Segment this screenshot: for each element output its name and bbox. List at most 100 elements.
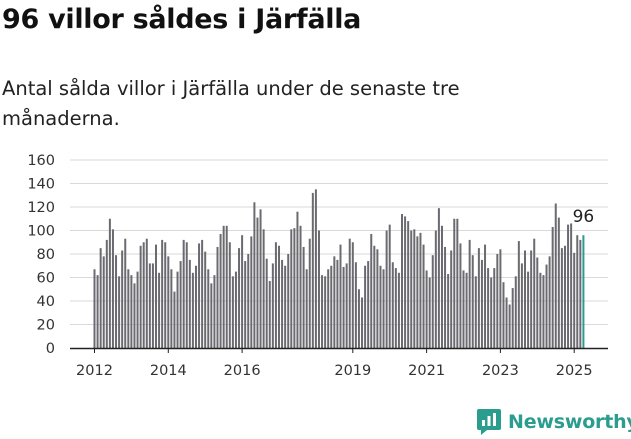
bar (563, 245, 566, 348)
bar (256, 217, 259, 348)
newsworthy-logo-text: Newsworthy (508, 411, 631, 433)
bar (508, 304, 511, 348)
bar (198, 243, 201, 348)
bar (514, 276, 517, 348)
bar (176, 271, 179, 349)
bar (238, 248, 241, 349)
bar (158, 272, 161, 348)
bar (259, 209, 262, 348)
bar (376, 249, 379, 348)
bar (487, 268, 490, 348)
bar (490, 277, 493, 348)
bar (539, 272, 542, 348)
bar (284, 265, 287, 348)
bar (308, 238, 311, 348)
bar (576, 235, 579, 348)
bar (416, 236, 419, 349)
bar (234, 271, 237, 349)
y-tick-label: 80 (37, 247, 55, 263)
bar (170, 269, 173, 348)
y-tick-label: 120 (27, 200, 55, 216)
bar (210, 283, 213, 349)
bar (434, 230, 437, 348)
bar (459, 243, 462, 348)
x-axis (70, 347, 608, 353)
bar (179, 261, 182, 348)
bar (96, 275, 99, 348)
bar (327, 269, 330, 348)
bar (265, 258, 268, 348)
bar (517, 241, 520, 348)
bar (225, 225, 228, 348)
x-tick-label: 2025 (556, 363, 593, 379)
bar (496, 254, 499, 348)
bar (554, 203, 557, 348)
bar (274, 242, 277, 348)
bar (124, 238, 127, 348)
bar-latest (582, 235, 585, 348)
bar (296, 211, 299, 348)
y-axis-labels: 0 20 40 60 80 100 120 140 160 (27, 153, 55, 357)
bar (373, 245, 376, 348)
bar (505, 297, 508, 348)
x-tick-label: 2012 (76, 363, 113, 379)
bar (388, 224, 391, 349)
bar (311, 192, 314, 348)
bar (287, 254, 290, 348)
x-tick-label: 2016 (224, 363, 261, 379)
bar (527, 271, 530, 349)
bar (241, 235, 244, 348)
bar (542, 275, 545, 348)
bar (474, 276, 477, 348)
bar (317, 230, 320, 348)
bar (185, 242, 188, 348)
bar (228, 242, 231, 348)
bar (545, 264, 548, 348)
bar (99, 248, 102, 349)
bar (213, 275, 216, 348)
bar (447, 273, 450, 348)
bar (191, 272, 194, 348)
bar (520, 263, 523, 348)
bar (133, 283, 136, 349)
bar (207, 269, 210, 348)
bar (262, 229, 265, 348)
newsworthy-logo: Newsworthy (476, 406, 631, 438)
bar (413, 229, 416, 348)
bar (102, 256, 105, 348)
bar (548, 256, 551, 348)
bar (385, 230, 388, 348)
bar (425, 270, 428, 348)
y-tick-label: 140 (27, 177, 55, 193)
bar (422, 244, 425, 348)
bar (560, 248, 563, 349)
bar (437, 208, 440, 348)
bar (511, 288, 514, 348)
bar (121, 250, 124, 348)
y-tick-label: 40 (37, 294, 55, 310)
bar (330, 265, 333, 348)
bar (493, 268, 496, 348)
chart-subtitle: Antal sålda villor i Järfälla under de s… (2, 77, 460, 130)
bar (136, 271, 139, 349)
bar (93, 269, 96, 348)
bar (250, 236, 253, 349)
bar (204, 251, 207, 348)
bar (579, 239, 582, 348)
newsworthy-logo-icon (477, 409, 501, 435)
bar (305, 269, 308, 348)
bar (462, 270, 465, 348)
x-tick-label: 2019 (334, 363, 371, 379)
bar (182, 239, 185, 348)
bar (231, 276, 234, 348)
bar (293, 228, 296, 348)
bar (450, 250, 453, 348)
bar (148, 263, 151, 348)
bar (401, 214, 403, 348)
bar (333, 256, 336, 348)
bar (480, 259, 483, 349)
chart-title: 96 villor såldes i Järfälla (2, 4, 362, 35)
bar (194, 265, 197, 348)
bar (130, 275, 133, 348)
y-tick-label: 20 (37, 318, 55, 334)
